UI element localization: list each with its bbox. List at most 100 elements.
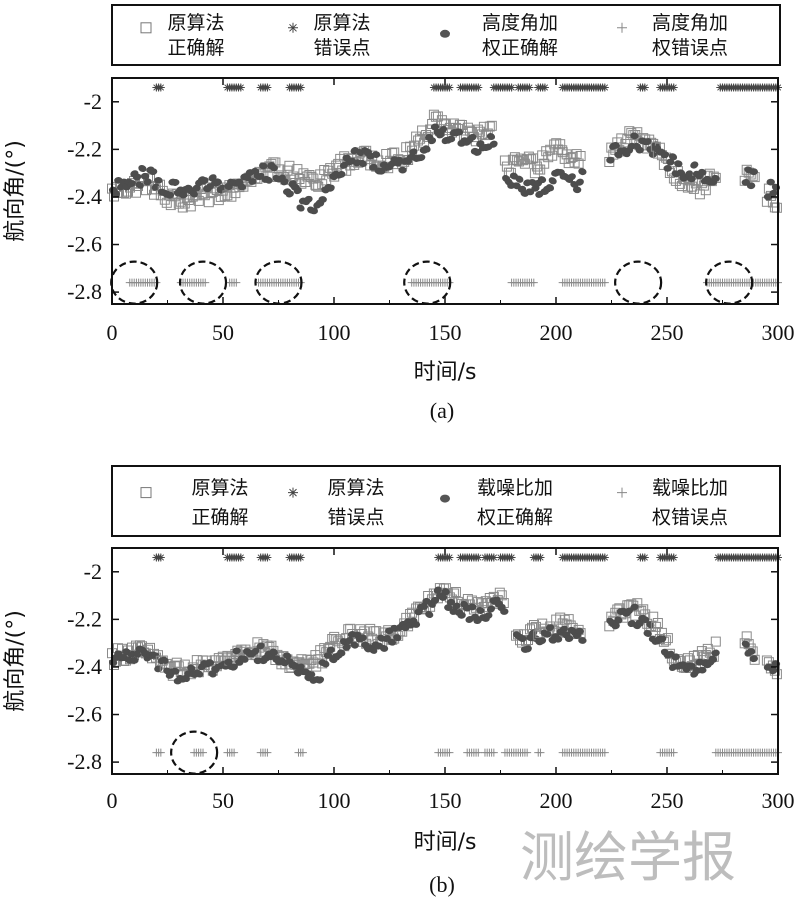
weighted-correct-point — [553, 635, 563, 643]
original-correct-point — [456, 120, 467, 130]
weighted-correct-point — [248, 178, 257, 185]
original-correct-point — [311, 661, 322, 672]
weighted-correct-point — [486, 605, 496, 613]
original-correct-point — [499, 155, 510, 166]
weighted-correct-point — [769, 189, 778, 197]
weighted-correct-point — [160, 656, 169, 664]
weighted-error-point — [232, 278, 241, 287]
weighted-correct-point — [668, 153, 678, 161]
weighted-correct-point — [425, 610, 434, 619]
original-correct-point — [371, 626, 382, 637]
x-tick-label: 300 — [762, 788, 795, 813]
weighted-correct-point — [192, 184, 201, 192]
weighted-correct-point — [189, 190, 198, 198]
legend-label: 原算法 — [191, 477, 248, 499]
original-error-point — [507, 553, 516, 562]
y-tick-label: -2.2 — [67, 136, 102, 161]
legend-label: 权错误点 — [652, 506, 728, 528]
weighted-correct-point — [269, 164, 278, 172]
weighted-correct-point — [438, 125, 448, 134]
original-correct-point — [771, 202, 782, 213]
original-error-point — [536, 553, 545, 562]
weighted-correct-point — [454, 128, 464, 136]
weighted-correct-point — [640, 616, 650, 624]
weighted-correct-point — [237, 183, 247, 191]
x-tick-label: 200 — [540, 320, 573, 345]
legend-marker-dot — [440, 29, 450, 38]
panel-caption: (a) — [430, 398, 454, 423]
weighted-correct-point — [318, 196, 327, 203]
original-correct-point — [529, 620, 539, 630]
original-correct-point — [525, 154, 536, 165]
weighted-correct-point — [326, 646, 335, 654]
weighted-correct-point — [746, 648, 756, 655]
original-error-point — [236, 83, 245, 92]
weighted-correct-point — [411, 621, 421, 628]
weighted-correct-point — [518, 635, 527, 642]
original-error-point — [489, 553, 498, 562]
original-error-point — [640, 83, 649, 92]
original-error-point — [156, 553, 165, 562]
weighted-correct-point — [687, 662, 696, 670]
weighted-correct-point — [350, 641, 359, 649]
original-error-point — [474, 83, 483, 92]
weighted-correct-point — [537, 176, 547, 184]
x-tick-label: 100 — [318, 320, 351, 345]
weighted-correct-point — [430, 596, 440, 604]
original-correct-point — [567, 151, 578, 162]
original-correct-point — [284, 160, 295, 171]
x-tick-label: 50 — [212, 320, 234, 345]
legend-label: 权错误点 — [652, 37, 728, 59]
original-correct-point — [311, 180, 322, 191]
y-tick-label: -2 — [84, 559, 102, 584]
original-correct-point — [486, 120, 497, 131]
original-correct-point — [696, 646, 707, 657]
weighted-correct-point — [371, 151, 381, 159]
original-correct-point — [555, 139, 566, 150]
panel-caption: (b) — [429, 872, 455, 897]
weighted-correct-point — [660, 151, 670, 159]
weighted-correct-point — [293, 187, 302, 195]
weighted-correct-point — [698, 666, 707, 674]
weighted-correct-point — [545, 184, 555, 192]
legend-marker-star — [288, 487, 298, 498]
legend-marker-dot — [440, 494, 450, 503]
weighted-correct-point — [171, 179, 180, 186]
y-axis-label: 航向角/(°) — [3, 610, 28, 712]
legend-box — [111, 465, 781, 537]
weighted-correct-point — [111, 190, 120, 197]
legend-label: 载噪比加 — [652, 477, 728, 499]
weighted-correct-point — [611, 141, 620, 149]
legend-label: 权正确解 — [477, 506, 553, 528]
weighted-correct-point — [205, 659, 215, 667]
weighted-correct-point — [457, 611, 466, 619]
weighted-correct-point — [545, 624, 555, 632]
weighted-correct-point — [578, 168, 587, 176]
weighted-correct-point — [687, 175, 696, 183]
original-error-point — [263, 83, 272, 92]
weighted-correct-point — [486, 132, 496, 141]
weighted-correct-point — [543, 630, 552, 638]
original-correct-point — [710, 636, 721, 647]
original-correct-point — [575, 151, 586, 161]
weighted-correct-point — [452, 602, 461, 610]
weighted-correct-point — [473, 148, 482, 156]
original-correct-point — [476, 129, 487, 140]
legend-marker-plus — [617, 22, 627, 33]
original-correct-point — [531, 161, 542, 172]
y-tick-label: -2.8 — [67, 279, 102, 304]
legend-label: 高度角加 — [652, 12, 728, 34]
weighted-correct-point — [296, 204, 305, 212]
weighted-correct-point — [342, 643, 351, 651]
weighted-correct-point — [205, 183, 215, 191]
weighted-correct-point — [468, 603, 477, 611]
weighted-correct-point — [321, 660, 330, 668]
y-axis-label: 航向角/(°) — [3, 140, 28, 242]
weighted-correct-point — [559, 625, 568, 633]
y-tick-label: -2.6 — [67, 702, 102, 727]
weighted-correct-point — [630, 132, 639, 140]
original-correct-point — [573, 158, 584, 169]
original-correct-point — [547, 150, 558, 161]
weighted-correct-point — [433, 586, 442, 594]
